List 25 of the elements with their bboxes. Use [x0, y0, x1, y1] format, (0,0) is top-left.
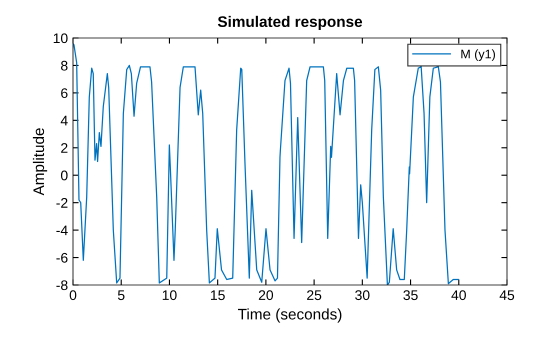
x-tick-label: 30	[355, 290, 370, 300]
x-tick-label: 35	[403, 290, 418, 300]
y-tick-label: 0	[60, 170, 68, 180]
y-tick-label: -8	[56, 280, 68, 290]
x-tick-label: 15	[211, 290, 225, 300]
y-tick-label: -4	[56, 226, 68, 236]
x-tick-label: 5	[118, 290, 124, 300]
y-tick-label: 8	[61, 60, 68, 71]
legend-label: M (y1)	[461, 49, 495, 61]
y-tick-label: 2	[61, 143, 68, 153]
y-tick-label: 4	[60, 116, 68, 126]
x-tick-label: 20	[258, 290, 274, 300]
x-tick-label: 0	[70, 290, 76, 300]
y-tick-label: -6	[56, 252, 68, 263]
y-tick-label: 6	[61, 88, 68, 98]
line-series	[73, 42, 459, 285]
chart-title: Simulated response	[218, 16, 362, 30]
x-tick-label: 25	[307, 290, 322, 300]
x-tick-label: 45	[500, 290, 514, 300]
y-tick-label: -2	[56, 198, 68, 208]
x-tick-label: 10	[162, 290, 177, 300]
x-axis-title: Time (seconds)	[238, 308, 342, 323]
y-tick-label: 10	[54, 33, 68, 44]
y-axis-title: Amplitude	[32, 128, 48, 196]
x-tick-label: 40	[451, 290, 466, 300]
